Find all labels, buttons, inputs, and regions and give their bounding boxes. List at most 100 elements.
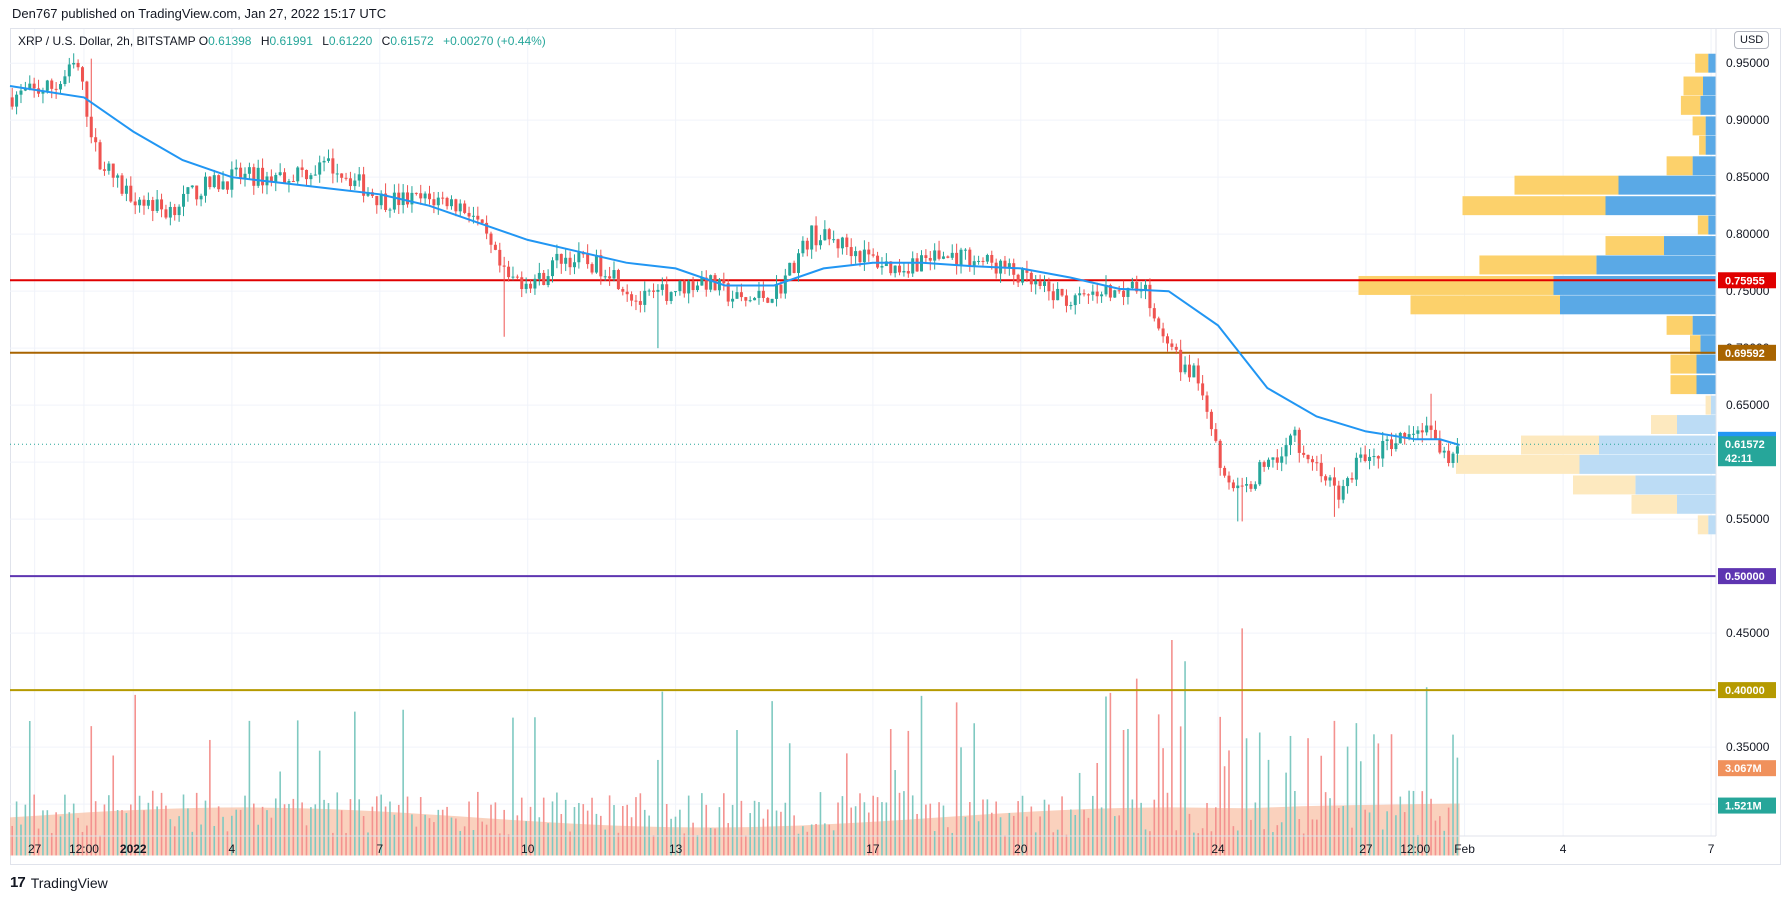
legend-close-label: C <box>381 34 391 48</box>
candle-body <box>366 192 370 196</box>
candle-body <box>858 251 862 263</box>
candle-body <box>968 249 972 267</box>
volume-profile-down <box>1553 275 1716 295</box>
candle-body <box>1165 336 1169 344</box>
candle-body <box>256 167 260 186</box>
time-tick-label: 12:00 <box>69 842 99 856</box>
candle-body <box>1192 365 1196 378</box>
volume-profile-up <box>1479 255 1597 275</box>
legend-open-label: O <box>198 34 209 48</box>
candle-body <box>726 283 730 302</box>
candle-body <box>331 158 335 174</box>
candle-body <box>836 239 840 249</box>
candle-body <box>537 272 541 279</box>
price-tick-label: 0.80000 <box>1726 227 1770 241</box>
candle-body <box>247 167 251 174</box>
candle-body <box>717 279 721 291</box>
candle-body <box>559 253 563 264</box>
candle-body <box>1069 305 1073 307</box>
level-tag-bg <box>1718 682 1776 699</box>
chart-frame <box>10 28 1781 865</box>
candle-body <box>700 277 704 286</box>
candle-body <box>217 175 221 190</box>
candle-body <box>406 192 410 205</box>
volume-profile-down <box>1710 395 1716 415</box>
candle-body <box>283 172 287 183</box>
candle-body <box>515 276 519 278</box>
candle-body <box>1433 429 1437 439</box>
candle-body <box>1447 450 1451 463</box>
candle-body <box>173 206 177 216</box>
footer: 17 TradingView <box>10 874 108 891</box>
candle-body <box>107 163 111 171</box>
candle-body <box>1104 285 1108 295</box>
candle-body <box>89 116 93 138</box>
volume-profile-down <box>1664 236 1716 256</box>
candle-body <box>542 272 546 286</box>
price-tick-label: 0.85000 <box>1726 170 1770 184</box>
price-tag-bg <box>1718 436 1776 467</box>
candle-body <box>111 163 115 178</box>
candle-body <box>924 255 928 259</box>
candle-body <box>1157 318 1161 329</box>
candle-body <box>1170 343 1174 347</box>
candle-body <box>261 167 265 186</box>
price-tick-label: 0.45000 <box>1726 626 1770 640</box>
candle-body <box>15 94 19 107</box>
legend-open-value: 0.61398 <box>208 34 252 48</box>
candle-body <box>656 289 660 292</box>
volume-profile-up <box>1670 354 1697 374</box>
candle-body <box>959 249 963 266</box>
candle-body <box>1302 452 1306 455</box>
candle-body <box>1376 456 1380 459</box>
candle-body <box>116 175 120 178</box>
candle-body <box>884 261 888 267</box>
candle-body <box>1174 346 1178 350</box>
candle-body <box>590 264 594 273</box>
candle-body <box>511 276 515 278</box>
time-tick-label: 27 <box>1359 842 1373 856</box>
candle-body <box>485 222 489 234</box>
candle-body <box>876 255 880 268</box>
candle-body <box>1341 486 1345 500</box>
candle-body <box>1214 429 1218 441</box>
candle-body <box>458 203 462 212</box>
volume-profile-down <box>1708 515 1716 535</box>
candle-body <box>1455 446 1459 454</box>
candle-body <box>603 276 607 278</box>
volume-layer <box>10 628 1460 856</box>
candle-body <box>682 280 686 294</box>
volume-profile-down <box>1635 475 1716 495</box>
candle-body <box>880 266 884 268</box>
currency-button[interactable]: USD <box>1734 31 1770 49</box>
volume-profile-up <box>1666 315 1693 335</box>
candle-body <box>1227 475 1231 483</box>
candle-body <box>792 262 796 273</box>
volume-profile-up <box>1521 435 1599 455</box>
candle-body <box>1047 281 1051 292</box>
candle-body <box>612 270 616 279</box>
legend-high-label: H <box>260 34 270 48</box>
volume-profile-up <box>1699 135 1706 155</box>
candle-body <box>1236 485 1240 489</box>
candle-body <box>911 258 915 274</box>
candle-body <box>739 292 743 298</box>
candle-body <box>1253 484 1257 489</box>
legend-low-value: 0.61220 <box>328 34 373 48</box>
candle-body <box>1284 445 1288 457</box>
candle-body <box>164 209 168 218</box>
candle-body <box>234 167 238 170</box>
candle-body <box>1113 290 1117 298</box>
candle-body <box>471 215 475 217</box>
candle-body <box>1021 269 1025 283</box>
candle-body <box>1280 456 1284 463</box>
candle-body <box>1372 456 1376 458</box>
candle-body <box>120 175 124 194</box>
candle-body <box>357 174 361 181</box>
candle-body <box>757 290 761 298</box>
candle-body <box>1368 456 1372 461</box>
candle-body <box>502 265 506 267</box>
volume-profile-down <box>1692 315 1716 335</box>
candle-body <box>1359 454 1363 458</box>
